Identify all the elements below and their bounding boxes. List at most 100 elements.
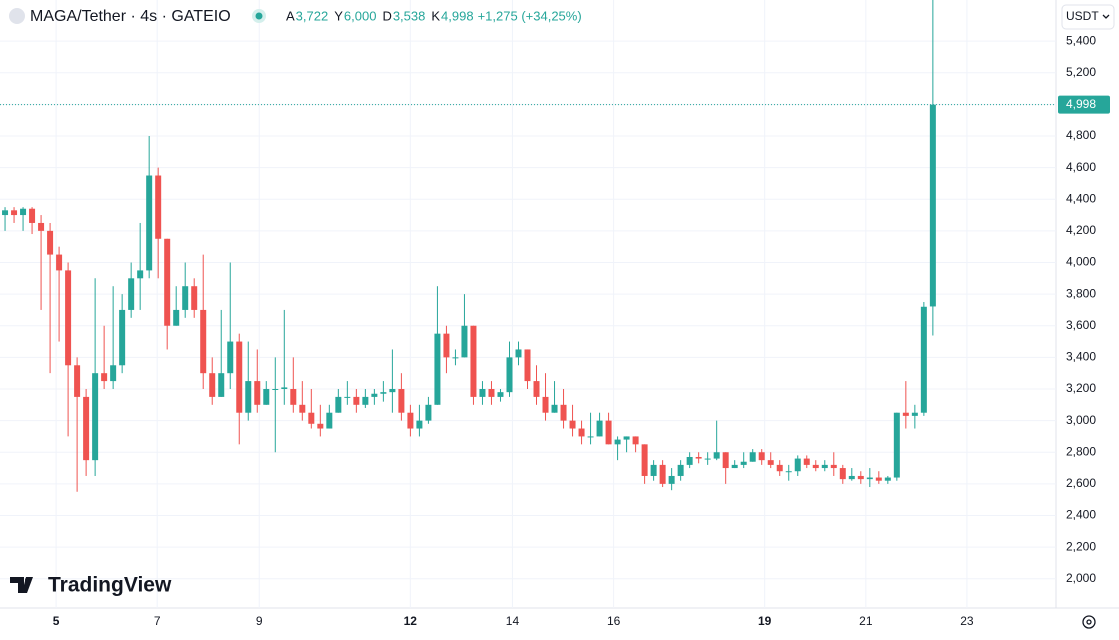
candle-body bbox=[326, 412, 333, 429]
ohlc-value: 6,000 bbox=[344, 8, 377, 23]
settings-icon-center bbox=[1086, 619, 1092, 625]
candle-body bbox=[497, 392, 504, 397]
y-tick-label: 5,200 bbox=[1066, 65, 1096, 79]
candle-body bbox=[263, 388, 270, 405]
candle-body bbox=[290, 388, 297, 405]
candle-body bbox=[767, 460, 774, 465]
y-tick-label: 3,000 bbox=[1066, 413, 1096, 427]
change: +1,275 (+34,25%) bbox=[478, 8, 582, 23]
symbol[interactable]: MAGA/Tether · 4s · GATEIO bbox=[30, 8, 231, 25]
candle-body bbox=[182, 286, 189, 310]
candle-body bbox=[65, 270, 72, 366]
ohlc-key: A bbox=[286, 8, 295, 23]
axis-labels: 2,000 2,200 2,400 2,600 2,800 3,000 3,200 3,400… bbox=[53, 33, 1110, 628]
candle-body bbox=[641, 444, 648, 476]
candle-body bbox=[173, 309, 180, 326]
candle-body bbox=[542, 396, 549, 413]
candle-body bbox=[857, 475, 864, 480]
candle-body bbox=[56, 254, 63, 271]
candle-body bbox=[389, 388, 396, 393]
candle-body bbox=[533, 381, 540, 397]
currency[interactable]: USDT bbox=[1066, 9, 1099, 23]
candle-body bbox=[317, 423, 324, 429]
candle-body bbox=[821, 464, 828, 469]
candle-body bbox=[209, 373, 216, 397]
candle-body bbox=[155, 175, 162, 239]
candle-body bbox=[596, 420, 603, 437]
candle-body bbox=[218, 373, 225, 397]
currency-box[interactable] bbox=[1061, 4, 1115, 30]
candle-body bbox=[245, 381, 252, 413]
candle-body bbox=[668, 475, 675, 484]
y-tick-label: 3,600 bbox=[1066, 318, 1096, 332]
candle-body bbox=[272, 388, 279, 390]
symbol-icon bbox=[9, 8, 25, 24]
candle-body bbox=[452, 357, 459, 359]
x-tick-label: 12 bbox=[404, 614, 418, 628]
candle-body bbox=[848, 475, 855, 480]
candle-body bbox=[551, 404, 558, 413]
candle-body bbox=[812, 464, 819, 469]
candle-body bbox=[128, 278, 135, 310]
ohlc-key: K bbox=[431, 8, 440, 23]
x-tick-label: 23 bbox=[960, 614, 974, 628]
candle-body bbox=[722, 452, 729, 469]
candle-body bbox=[236, 341, 243, 413]
candle-body bbox=[740, 461, 747, 465]
candle-body bbox=[866, 477, 873, 480]
candle-body bbox=[929, 104, 936, 307]
y-tick-label: 4,600 bbox=[1066, 160, 1096, 174]
brand-name: TradingView bbox=[48, 574, 172, 597]
candle-body bbox=[713, 452, 720, 459]
candle-body bbox=[164, 238, 171, 326]
candle-body bbox=[416, 420, 423, 429]
candle-body bbox=[362, 396, 369, 405]
candle-body bbox=[191, 286, 198, 310]
candle-body bbox=[569, 420, 576, 429]
currency-button[interactable]: USDT bbox=[1061, 4, 1115, 30]
candle-body bbox=[119, 309, 126, 366]
x-tick-label: 21 bbox=[859, 614, 873, 628]
ohlc-value: 3,722 bbox=[296, 8, 329, 23]
y-tick-label: 2,400 bbox=[1066, 508, 1096, 522]
x-tick-label: 16 bbox=[607, 614, 621, 628]
x-tick-label: 5 bbox=[53, 614, 60, 628]
ohlc-key: Y bbox=[334, 8, 343, 23]
y-tick-label: 4,000 bbox=[1066, 255, 1096, 269]
candle-body bbox=[281, 387, 288, 389]
candle-body bbox=[902, 412, 909, 416]
candle-body bbox=[461, 325, 468, 358]
candle-body bbox=[785, 471, 792, 473]
ohlc-legend: A 3,722 Y 6,000 D 3,538 K 4,998 +1,275 (+34,25%) bbox=[286, 8, 582, 23]
candle-body bbox=[434, 333, 441, 405]
candle-body bbox=[398, 388, 405, 413]
candle-body bbox=[578, 428, 585, 437]
candle-body bbox=[371, 393, 378, 397]
y-tick-label: 4,800 bbox=[1066, 128, 1096, 142]
ohlc-key: D bbox=[382, 8, 391, 23]
candle-body bbox=[587, 436, 594, 438]
candle-body bbox=[92, 373, 99, 461]
candle-body bbox=[38, 222, 45, 231]
candle-body bbox=[137, 270, 144, 279]
x-tick-label: 19 bbox=[758, 614, 772, 628]
y-tick-label: 3,800 bbox=[1066, 286, 1096, 300]
candle-body bbox=[686, 456, 693, 465]
candle-body bbox=[794, 458, 801, 472]
dropdown-arrow bbox=[1102, 14, 1110, 19]
candle-body bbox=[353, 396, 360, 405]
candle-body bbox=[11, 210, 18, 216]
price-label-box bbox=[1058, 95, 1110, 114]
candle-body bbox=[704, 458, 711, 460]
candle-body bbox=[632, 436, 639, 445]
candle-body bbox=[443, 333, 450, 358]
settings-button[interactable] bbox=[1082, 615, 1096, 629]
settings-icon[interactable] bbox=[1082, 615, 1096, 629]
candle-body bbox=[479, 388, 486, 397]
candle-body bbox=[839, 468, 846, 480]
candles bbox=[0, 0, 1056, 492]
candle-body bbox=[560, 404, 567, 421]
candle-body bbox=[875, 477, 882, 481]
candle-body bbox=[425, 404, 432, 421]
